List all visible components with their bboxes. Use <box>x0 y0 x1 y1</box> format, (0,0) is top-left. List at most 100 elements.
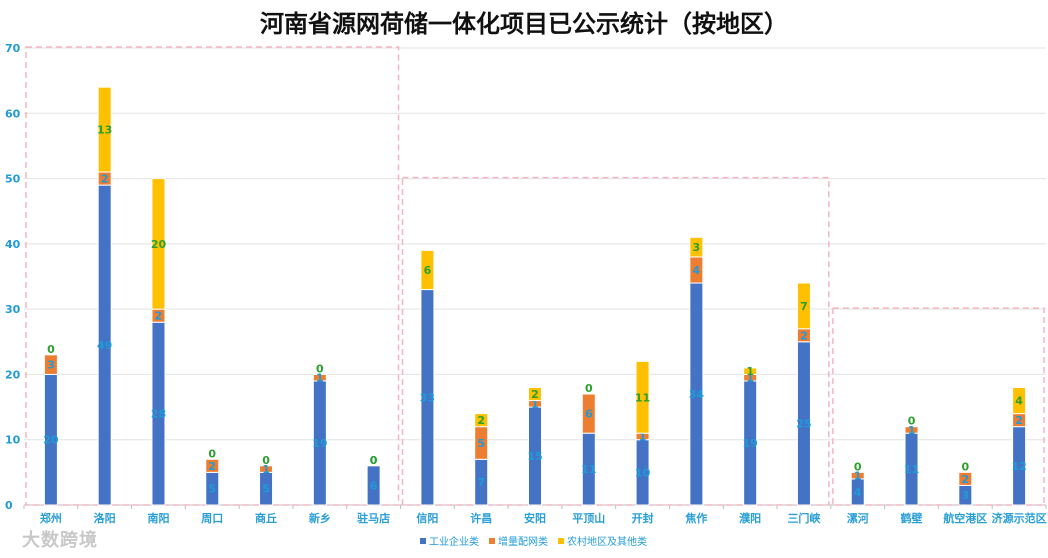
data-label: 11 <box>635 391 650 404</box>
data-label: 0 <box>316 362 324 375</box>
data-label: 34 <box>689 388 705 401</box>
data-label: 28 <box>151 408 166 421</box>
data-label: 1 <box>746 372 754 385</box>
data-label: 1 <box>531 398 539 411</box>
bar-segment <box>312 373 327 382</box>
data-label: 3 <box>47 359 55 372</box>
bar-segment <box>97 86 112 173</box>
x-tick-label: 新乡 <box>309 511 331 525</box>
legend: 工业企业类 增量配网类 农村地区及其他类 <box>420 533 647 548</box>
data-label: 6 <box>424 264 432 277</box>
data-label: 19 <box>312 437 327 450</box>
data-label: 2 <box>961 473 969 486</box>
data-label: 11 <box>581 463 596 476</box>
x-tick-label: 航空港区 <box>943 511 987 525</box>
data-label: 4 <box>1015 395 1023 408</box>
data-label: 11 <box>904 463 919 476</box>
data-label: 1 <box>316 372 324 385</box>
bar-segment <box>581 393 596 434</box>
x-tick-label: 焦作 <box>684 511 707 525</box>
legend-swatch-industrial <box>420 537 426 544</box>
bar-segment <box>958 471 973 486</box>
data-label: 10 <box>635 466 651 479</box>
data-label: 25 <box>796 417 811 430</box>
bar-segment <box>528 386 542 402</box>
bar-segment <box>635 360 650 434</box>
x-tick-label: 信阳 <box>416 511 438 525</box>
data-label: 0 <box>262 454 270 467</box>
bar-segment <box>43 354 58 375</box>
legend-label-industrial: 工业企业类 <box>429 537 479 548</box>
bar-segment <box>850 471 865 480</box>
x-tick-label: 商丘 <box>255 511 277 525</box>
data-label: 13 <box>97 124 112 137</box>
data-label: 5 <box>208 483 216 496</box>
legend-swatch-rural <box>558 537 564 544</box>
y-tick-label: 10 <box>5 434 21 447</box>
legend-item-rural: 农村地区及其他类 <box>558 533 647 548</box>
data-label: 0 <box>854 460 862 473</box>
legend-item-industrial: 工业企业类 <box>420 533 479 548</box>
y-tick-label: 30 <box>5 303 21 316</box>
data-label: 0 <box>208 447 216 460</box>
data-label: 20 <box>43 434 59 447</box>
y-tick-label: 50 <box>5 173 21 186</box>
x-tick-label: 漯河 <box>847 511 869 525</box>
bar-segment <box>205 458 220 473</box>
data-label: 2 <box>800 329 808 342</box>
bar-segment <box>474 413 489 428</box>
legend-label-distribution: 增量配网类 <box>498 537 548 548</box>
x-tick-label: 三门峡 <box>787 511 821 525</box>
data-label: 6 <box>585 408 593 421</box>
x-tick-label: 南阳 <box>147 511 169 525</box>
data-label: 2 <box>208 460 216 473</box>
data-label: 7 <box>800 300 808 313</box>
x-tick-label: 周口 <box>201 512 223 525</box>
data-label: 12 <box>1011 460 1026 473</box>
data-label: 2 <box>477 414 485 427</box>
x-tick-label: 济源示范区 <box>992 511 1047 525</box>
data-label: 20 <box>151 238 167 251</box>
bar-segment <box>796 282 811 330</box>
bar-segment <box>259 465 274 473</box>
x-tick-label: 濮阳 <box>739 511 761 525</box>
bar-segment <box>151 178 166 310</box>
data-label: 0 <box>370 454 378 467</box>
data-label: 2 <box>101 173 109 186</box>
data-label: 0 <box>370 454 378 467</box>
data-label: 49 <box>97 339 112 352</box>
data-label: 0 <box>47 343 55 356</box>
data-label: 2 <box>155 310 163 323</box>
x-tick-label: 开封 <box>632 511 654 525</box>
y-tick-label: 70 <box>5 42 21 55</box>
group-box-3 <box>832 307 1045 506</box>
y-tick-label: 60 <box>5 107 21 120</box>
data-label: 4 <box>854 486 862 499</box>
data-label: 19 <box>743 437 758 450</box>
data-label: 1 <box>262 463 270 476</box>
legend-label-rural: 农村地区及其他类 <box>567 537 647 548</box>
data-label: 15 <box>527 450 542 463</box>
data-label: 1 <box>639 430 647 443</box>
data-label: 4 <box>693 264 701 277</box>
bar-segment <box>689 236 704 258</box>
data-label: 33 <box>420 391 435 404</box>
bar-segment <box>420 249 435 291</box>
bar-segment <box>1012 386 1027 415</box>
data-label: 3 <box>961 489 969 502</box>
watermark: 大数跨境 <box>22 530 98 551</box>
legend-item-distribution: 增量配网类 <box>489 533 548 548</box>
data-label: 5 <box>262 483 270 496</box>
y-tick-label: 40 <box>5 238 21 251</box>
data-label: 3 <box>693 241 701 254</box>
x-tick-label: 平顶山 <box>572 511 605 525</box>
data-label: 6 <box>370 479 378 492</box>
bar-segment <box>366 465 381 506</box>
data-label: 0 <box>585 382 593 395</box>
y-tick-label: 20 <box>5 368 21 381</box>
group-box-2 <box>401 176 830 506</box>
x-tick-label: 驻马店 <box>357 511 390 525</box>
bar-segment <box>904 426 919 434</box>
x-tick-label: 安阳 <box>524 511 546 525</box>
